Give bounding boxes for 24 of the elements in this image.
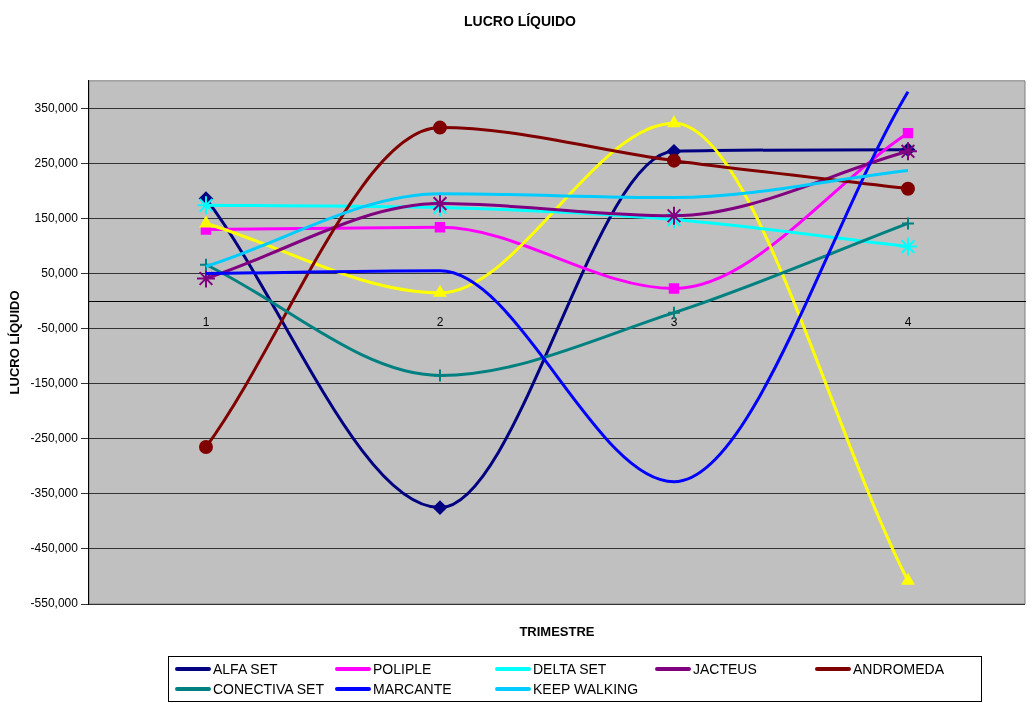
y-tick-label: -450,000 bbox=[30, 541, 79, 556]
legend-label: DELTA SET bbox=[533, 661, 607, 677]
x-tick-label: 1 bbox=[202, 314, 210, 329]
legend-label: JACTEUS bbox=[693, 661, 757, 677]
legend-label: POLIPLE bbox=[373, 661, 432, 677]
legend-label: MARCANTE bbox=[373, 681, 452, 697]
legend-label: CONECTIVA SET bbox=[213, 681, 324, 697]
legend-label: KEEP WALKING bbox=[533, 681, 639, 697]
legend-label: ALFA SET bbox=[213, 661, 278, 677]
x-tick-label: 2 bbox=[436, 314, 444, 329]
y-tick-label: -550,000 bbox=[30, 596, 79, 611]
x-tick-label: 4 bbox=[904, 314, 912, 329]
chart-title: LUCRO LÍQUIDO bbox=[464, 13, 577, 30]
y-tick-label: 50,000 bbox=[41, 265, 79, 280]
y-tick-label: -150,000 bbox=[30, 376, 79, 391]
y-tick-label: -50,000 bbox=[37, 320, 79, 335]
y-tick-label: 150,000 bbox=[34, 210, 79, 225]
y-tick-label: 350,000 bbox=[34, 100, 79, 115]
x-axis-title: TRIMESTRE bbox=[519, 623, 595, 639]
y-tick-label: 250,000 bbox=[34, 155, 79, 170]
y-tick-label: -350,000 bbox=[30, 486, 79, 501]
legend-label: ANDROMEDA bbox=[853, 661, 945, 677]
y-axis-title: LUCRO LÍQUIDO bbox=[7, 290, 23, 395]
y-tick-label: -250,000 bbox=[30, 431, 79, 446]
